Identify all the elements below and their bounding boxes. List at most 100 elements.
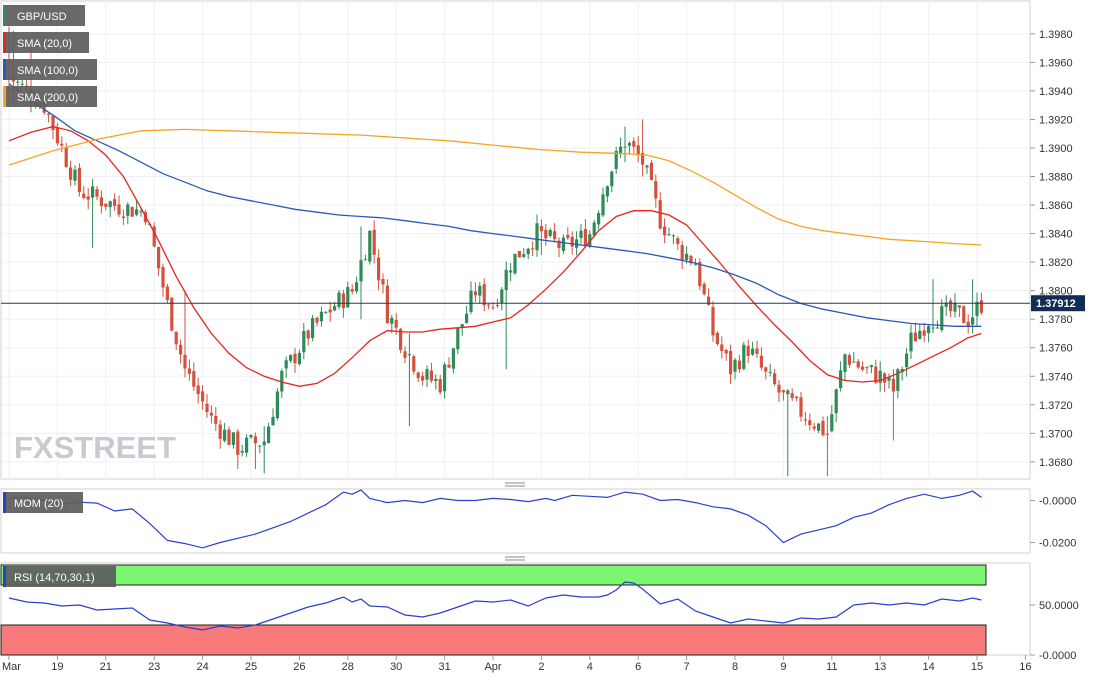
candle [773,368,777,386]
candle-body [390,317,394,324]
momentum-panel [0,488,1031,554]
candle-body [759,355,763,368]
legend-item[interactable]: SMA (200,0) [3,86,97,107]
price-tick-label: 1.3780 [1039,314,1073,326]
candle [469,281,473,315]
candle-body [751,348,755,355]
candle-body [60,143,64,146]
candle-body [887,377,891,381]
candle-body [957,305,961,308]
candle [790,388,794,402]
candle [759,347,763,371]
candle-body [720,344,724,352]
candle-body [878,370,882,383]
candle [825,416,829,477]
candle [957,304,961,317]
sma-line [8,128,982,246]
legend-swatch [3,5,6,26]
legend-item[interactable]: SMA (20,0) [3,32,89,53]
candle-body [500,289,504,303]
candle-body [117,204,121,215]
candle [975,292,979,326]
candle-body [473,291,477,296]
indicator-legend[interactable]: MOM (20) [3,492,83,513]
legend-swatch [3,86,6,107]
candle [465,306,469,324]
candle-body [553,231,557,240]
candle [337,290,341,310]
time-tick-label: 2 [538,661,544,673]
candle-body [192,371,196,387]
panel-resize-handle[interactable] [505,556,525,561]
candle-body [209,412,213,416]
candle [715,331,719,346]
candle-body [517,250,521,258]
candle [579,223,583,244]
candle [179,339,183,364]
candle-body [746,345,750,356]
fxstreet-watermark: FXSTREET [14,430,176,465]
candle-body [20,83,24,85]
candle-body [605,186,609,197]
panel-resize-handle[interactable] [505,482,525,487]
candle [350,284,354,295]
candle [636,136,640,163]
candle [720,336,724,359]
candle-body [645,165,649,168]
candle-body [861,366,865,370]
candle [861,361,865,372]
time-tick-label: 31 [438,661,450,673]
candle-body [302,330,306,353]
candle [667,227,671,236]
candle [135,200,139,217]
indicator-legend[interactable]: RSI (14,70,30,1) [3,566,116,587]
candle-body [808,420,812,425]
legend-item[interactable]: SMA (100,0) [3,59,97,80]
candle-body [649,162,653,180]
candle-body [786,390,790,395]
candle [821,416,825,437]
time-tick-label: 24 [196,661,208,673]
candle-body [377,257,381,281]
candle-body [535,223,539,251]
candle [513,253,517,276]
candle-body [311,318,315,338]
candle [95,185,99,201]
candle [966,314,970,334]
candle-body [429,370,433,381]
candle-body [231,432,235,445]
price-tick-label: 1.3980 [1039,29,1073,41]
candle-body [306,330,310,339]
candle [812,422,816,432]
candle [680,240,684,270]
candle-body [856,361,860,368]
indicator-tick-label: -0.0000 [1039,496,1076,508]
time-axis: Mar 19 21 23 24 25 26 28 30 31 Apr 2 4 6 7 8 9 11 13 14 15 16 [2,655,1032,673]
candle-body [478,285,482,296]
candle-body [293,353,297,364]
candle [742,341,746,371]
candle-body [253,436,257,444]
candle-body [847,355,851,365]
candle-body [905,353,909,368]
candle-body [451,348,455,369]
candle-body [258,445,262,447]
price-tick-label: 1.3700 [1039,428,1073,440]
price-tick-label: 1.3820 [1039,257,1073,269]
candle-body [249,435,253,438]
candlesticks [7,26,983,477]
candle-body [918,330,922,339]
last-price-label: 1.37912 [1036,298,1076,310]
candle-body [201,391,205,402]
candle-body [671,235,675,237]
candle [108,200,112,218]
candle [170,296,174,332]
time-tick-label: 11 [826,661,837,673]
time-tick-label: 8 [732,661,738,673]
candle [390,315,394,334]
candle [623,126,627,163]
candle-body [82,193,86,198]
candle-body [289,355,293,361]
candle-body [126,204,130,216]
legend-item[interactable]: GBP/USD [3,5,85,26]
